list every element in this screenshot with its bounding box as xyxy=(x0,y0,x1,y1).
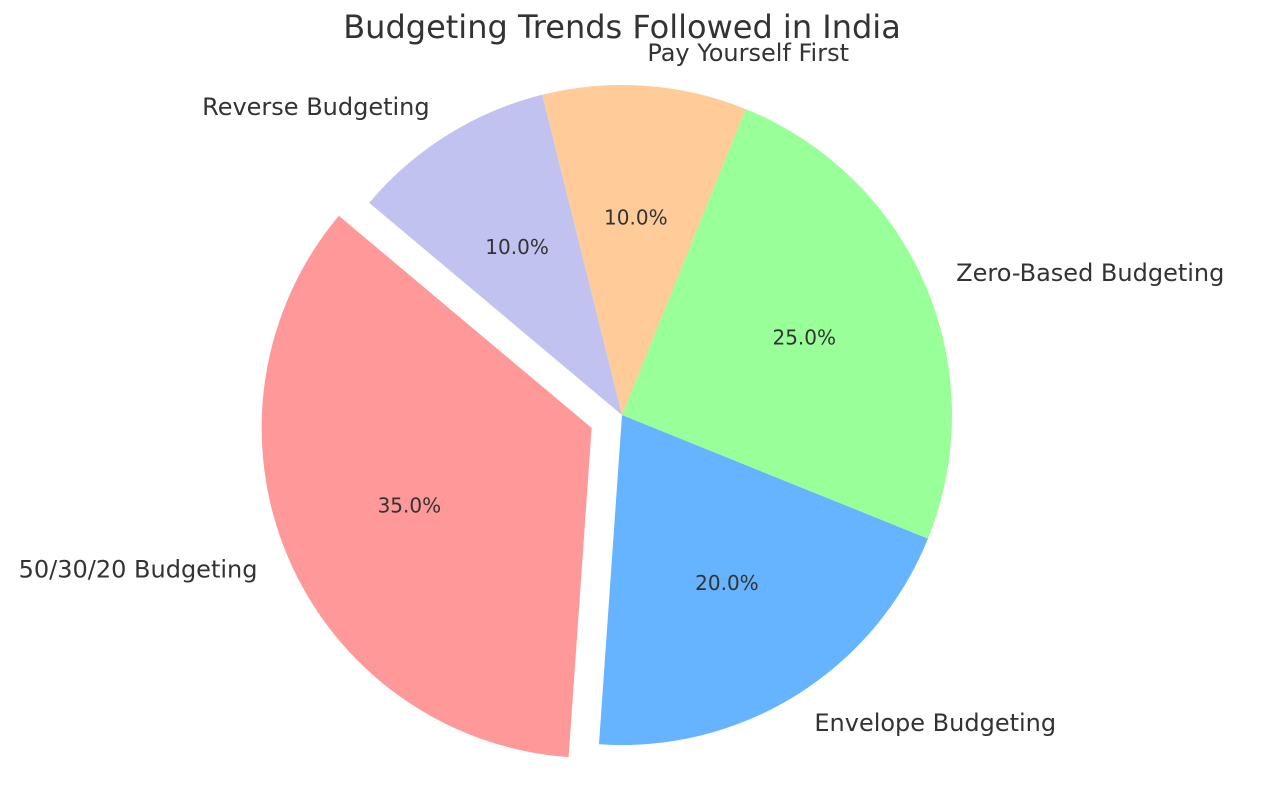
chart-title: Budgeting Trends Followed in India xyxy=(343,8,901,46)
pct-label-50-30-20-budgeting: 35.0% xyxy=(378,493,442,517)
pie-slice-50-30-20-budgeting xyxy=(261,215,592,758)
pct-label-pay-yourself-first: 10.0% xyxy=(604,205,668,229)
category-label-reverse-budgeting: Reverse Budgeting xyxy=(202,93,430,121)
category-label-50-30-20-budgeting: 50/30/20 Budgeting xyxy=(19,556,258,584)
pct-label-zero-based-budgeting: 25.0% xyxy=(772,326,836,350)
category-label-pay-yourself-first: Pay Yourself First xyxy=(647,39,849,67)
pie-slice-envelope-budgeting xyxy=(598,415,928,745)
pie-slice-pay-yourself-first xyxy=(542,85,746,415)
category-label-zero-based-budgeting: Zero-Based Budgeting xyxy=(956,259,1224,287)
pie-slice-reverse-budgeting xyxy=(369,94,622,415)
pct-label-reverse-budgeting: 10.0% xyxy=(485,235,549,259)
pct-label-envelope-budgeting: 20.0% xyxy=(695,571,759,595)
category-label-envelope-budgeting: Envelope Budgeting xyxy=(814,709,1056,737)
pie-slice-zero-based-budgeting xyxy=(622,109,953,539)
